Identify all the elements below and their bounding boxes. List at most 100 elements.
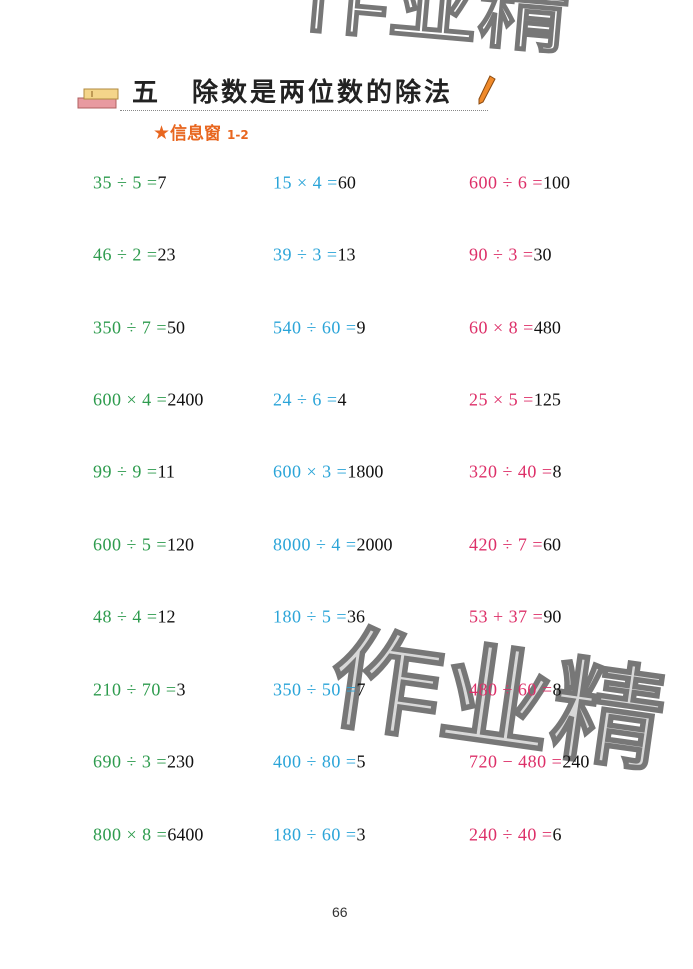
equation-answer: 120: [167, 534, 195, 555]
equation-answer: 23: [157, 244, 176, 265]
divider: [120, 110, 488, 111]
equation-answer: 36: [347, 606, 366, 627]
section-label: ★信息窗 1-2: [153, 119, 249, 144]
equation: 320 ÷ 40 =8: [469, 462, 562, 483]
equation-question: 39 ÷ 3 =: [273, 244, 338, 265]
equation-question: 600 ÷ 6 =: [469, 172, 544, 193]
equation-answer: 480: [533, 317, 561, 338]
equation: 600 × 3 =1800: [273, 462, 383, 483]
page-number: 66: [332, 904, 348, 920]
equation-question: 420 ÷ 7 =: [469, 534, 544, 555]
equation-question: 210 ÷ 70 =: [93, 679, 177, 700]
equation-answer: 240: [562, 751, 590, 772]
equation: 420 ÷ 7 =60: [469, 535, 561, 556]
equation: 48 ÷ 4 =12: [93, 607, 176, 628]
equation-answer: 3: [356, 824, 366, 845]
equation-question: 60 × 8 =: [469, 317, 534, 338]
equation-question: 99 ÷ 9 =: [93, 461, 158, 482]
equation-answer: 3: [176, 679, 186, 700]
equation: 210 ÷ 70 =3: [93, 680, 186, 701]
equation: 540 ÷ 60 =9: [273, 318, 366, 339]
equation-answer: 5: [356, 751, 366, 772]
equation-question: 8000 ÷ 4 =: [273, 534, 357, 555]
equation-question: 350 ÷ 7 =: [93, 317, 168, 338]
equation-answer: 230: [167, 751, 195, 772]
equation-question: 240 ÷ 40 =: [469, 824, 553, 845]
equation-answer: 90: [543, 606, 562, 627]
equation: 25 × 5 =125: [469, 390, 561, 411]
equation-question: 600 ÷ 5 =: [93, 534, 168, 555]
equation-answer: 8: [552, 461, 562, 482]
equation-question: 35 ÷ 5 =: [93, 172, 158, 193]
equation-question: 48 ÷ 4 =: [93, 606, 158, 627]
equation-question: 90 ÷ 3 =: [469, 244, 534, 265]
equation-question: 540 ÷ 60 =: [273, 317, 357, 338]
equation: 600 × 4 =2400: [93, 390, 203, 411]
equation: 350 ÷ 50 =7: [273, 680, 366, 701]
equation-question: 480 ÷ 60 =: [469, 679, 553, 700]
section-title: 信息窗: [170, 124, 222, 144]
equation: 46 ÷ 2 =23: [93, 245, 176, 266]
equation: 15 × 4 =60: [273, 173, 356, 194]
equation-question: 180 ÷ 5 =: [273, 606, 348, 627]
equation: 90 ÷ 3 =30: [469, 245, 552, 266]
equation-question: 350 ÷ 50 =: [273, 679, 357, 700]
equation: 240 ÷ 40 =6: [469, 825, 562, 846]
chapter-title: 除数是两位数的除法: [192, 78, 454, 108]
equation-answer: 4: [337, 389, 347, 410]
equation-answer: 125: [533, 389, 561, 410]
equation-answer: 1800: [347, 461, 384, 482]
equation: 180 ÷ 5 =36: [273, 607, 365, 628]
equation-question: 24 ÷ 6 =: [273, 389, 338, 410]
equation: 180 ÷ 60 =3: [273, 825, 366, 846]
equation-answer: 60: [337, 172, 356, 193]
chapter-number: 五: [132, 78, 159, 108]
equation: 35 ÷ 5 =7: [93, 173, 167, 194]
equation-question: 600 × 3 =: [273, 461, 348, 482]
equation-answer: 100: [543, 172, 571, 193]
equation-answer: 8: [552, 679, 562, 700]
equation: 350 ÷ 7 =50: [93, 318, 185, 339]
watermark-top: 作业精: [294, 0, 574, 69]
equation: 99 ÷ 9 =11: [93, 462, 175, 483]
chapter-header: 五 除数是两位数的除法: [72, 70, 502, 111]
equation: 60 × 8 =480: [469, 318, 561, 339]
equation-question: 53 + 37 =: [469, 606, 544, 627]
equation-answer: 6400: [167, 824, 204, 845]
equation: 400 ÷ 80 =5: [273, 752, 366, 773]
equation-answer: 2000: [356, 534, 393, 555]
equation: 720 − 480 =240: [469, 752, 589, 773]
equation-question: 25 × 5 =: [469, 389, 534, 410]
equation: 39 ÷ 3 =13: [273, 245, 356, 266]
star-icon: ★: [153, 122, 171, 144]
equation: 600 ÷ 6 =100: [469, 173, 570, 194]
books-icon: [77, 88, 119, 109]
equation-question: 600 × 4 =: [93, 389, 168, 410]
equation-question: 320 ÷ 40 =: [469, 461, 553, 482]
equation-question: 800 × 8 =: [93, 824, 168, 845]
equation-answer: 13: [337, 244, 356, 265]
equation-answer: 11: [157, 461, 175, 482]
pencil-icon: [478, 75, 496, 105]
equation-question: 400 ÷ 80 =: [273, 751, 357, 772]
equation-answer: 7: [157, 172, 167, 193]
equation: 53 + 37 =90: [469, 607, 561, 628]
equation: 800 × 8 =6400: [93, 825, 203, 846]
equation-question: 46 ÷ 2 =: [93, 244, 158, 265]
equation-answer: 30: [533, 244, 552, 265]
section-range: 1-2: [227, 128, 249, 142]
equation: 690 ÷ 3 =230: [93, 752, 194, 773]
equation: 600 ÷ 5 =120: [93, 535, 194, 556]
equation-answer: 7: [356, 679, 366, 700]
equation-question: 15 × 4 =: [273, 172, 338, 193]
equation-answer: 60: [543, 534, 562, 555]
equation-answer: 9: [356, 317, 366, 338]
equation-question: 690 ÷ 3 =: [93, 751, 168, 772]
equation-question: 720 − 480 =: [469, 751, 563, 772]
equation: 480 ÷ 60 =8: [469, 680, 562, 701]
equation: 24 ÷ 6 =4: [273, 390, 347, 411]
equation-answer: 6: [552, 824, 562, 845]
equation-answer: 2400: [167, 389, 204, 410]
equation-answer: 50: [167, 317, 186, 338]
